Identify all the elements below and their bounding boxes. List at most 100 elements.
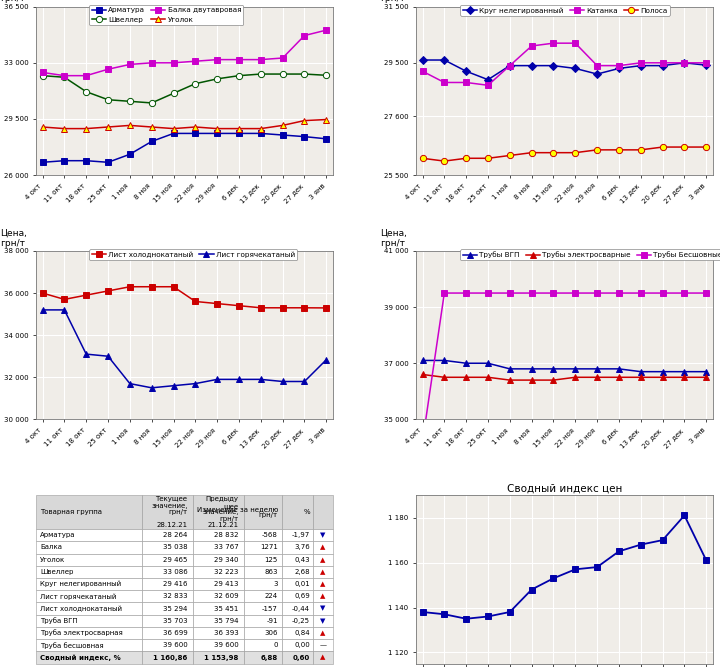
Уголок: [191, 123, 199, 131]
Уголок: [38, 123, 47, 131]
Швеллер: [235, 71, 243, 79]
Катанка: [636, 59, 645, 67]
Лист горячекатаный: [191, 380, 199, 388]
Балка двутавровая: [279, 54, 287, 62]
Трубы Бесшовные: [658, 289, 667, 297]
Лист горячекатаный: [148, 384, 156, 392]
Балка двутавровая: [38, 69, 47, 77]
Лист горячекатаный: [125, 380, 134, 388]
Уголок: [256, 125, 265, 133]
Трубы Бесшовные: [484, 289, 492, 297]
Трубы электросварные: [702, 374, 711, 382]
Лист холоднокатаный: [235, 301, 243, 309]
Лист холоднокатаный: [82, 291, 91, 299]
Балка двутавровая: [104, 65, 112, 73]
Арматура: [235, 129, 243, 137]
Катанка: [462, 79, 470, 87]
Балка двутавровая: [235, 55, 243, 63]
Лист горячекатаный: [104, 352, 112, 360]
Трубы Бесшовные: [593, 289, 601, 297]
Уголок: [279, 121, 287, 129]
Трубы ВГП: [636, 368, 645, 376]
Катанка: [505, 61, 514, 69]
Швеллер: [322, 71, 330, 79]
Трубы Бесшовные: [549, 289, 558, 297]
Арматура: [322, 135, 330, 143]
Трубы ВГП: [571, 365, 580, 373]
Text: Цена,
грн/т: Цена, грн/т: [1, 228, 27, 247]
Балка двутавровая: [213, 55, 222, 63]
Title: Сводный индекс цен: Сводный индекс цен: [507, 483, 622, 493]
Арматура: [104, 158, 112, 166]
Трубы электросварные: [615, 374, 624, 382]
Лист горячекатаный: [279, 378, 287, 386]
Круг нелегированный: [440, 56, 449, 64]
Круг нелегированный: [484, 75, 492, 83]
Line: Полоса: Полоса: [419, 144, 709, 164]
Трубы ВГП: [505, 365, 514, 373]
Трубы электросварные: [549, 376, 558, 384]
Арматура: [38, 158, 47, 166]
Лист холоднокатаный: [169, 283, 178, 291]
Трубы Бесшовные: [680, 289, 689, 297]
Круг нелегированный: [636, 61, 645, 69]
Полоса: [615, 146, 624, 154]
Круг нелегированный: [593, 70, 601, 78]
Швеллер: [191, 79, 199, 87]
Круг нелегированный: [658, 61, 667, 69]
Лист горячекатаный: [82, 350, 91, 358]
Трубы электросварные: [680, 374, 689, 382]
Трубы ВГП: [527, 365, 536, 373]
Трубы ВГП: [658, 368, 667, 376]
Катанка: [418, 67, 427, 75]
Лист холоднокатаный: [279, 303, 287, 311]
Трубы ВГП: [440, 356, 449, 364]
Трубы электросварные: [484, 374, 492, 382]
Трубы ВГП: [593, 365, 601, 373]
Лист холоднокатаный: [300, 303, 309, 311]
Line: Трубы ВГП: Трубы ВГП: [419, 358, 709, 375]
Уголок: [300, 117, 309, 125]
Круг нелегированный: [549, 61, 558, 69]
Text: Цена,
грн/т: Цена, грн/т: [380, 0, 408, 3]
Трубы Бесшовные: [505, 289, 514, 297]
Line: Швеллер: Швеллер: [40, 71, 330, 106]
Швеллер: [279, 70, 287, 78]
Лист холоднокатаный: [148, 283, 156, 291]
Арматура: [125, 150, 134, 158]
Катанка: [571, 39, 580, 47]
Катанка: [593, 61, 601, 69]
Трубы Бесшовные: [615, 289, 624, 297]
Трубы ВГП: [615, 365, 624, 373]
Полоса: [658, 143, 667, 151]
Швеллер: [148, 99, 156, 107]
Катанка: [702, 59, 711, 67]
Лист горячекатаный: [213, 376, 222, 384]
Уголок: [235, 125, 243, 133]
Полоса: [680, 143, 689, 151]
Трубы электросварные: [462, 374, 470, 382]
Трубы электросварные: [418, 370, 427, 378]
Катанка: [680, 59, 689, 67]
Трубы электросварные: [440, 374, 449, 382]
Швеллер: [60, 73, 68, 81]
Арматура: [60, 157, 68, 165]
Балка двутавровая: [82, 71, 91, 79]
Трубы Бесшовные: [702, 289, 711, 297]
Круг нелегированный: [527, 61, 536, 69]
Уголок: [213, 125, 222, 133]
Полоса: [418, 154, 427, 162]
Трубы Бесшовные: [527, 289, 536, 297]
Уголок: [60, 125, 68, 133]
Арматура: [191, 129, 199, 137]
Швеллер: [38, 71, 47, 79]
Полоса: [571, 149, 580, 157]
Балка двутавровая: [60, 71, 68, 79]
Круг нелегированный: [505, 61, 514, 69]
Полоса: [549, 149, 558, 157]
Круг нелегированный: [615, 65, 624, 73]
Швеллер: [256, 70, 265, 78]
Уголок: [148, 123, 156, 131]
Уголок: [104, 123, 112, 131]
Уголок: [169, 125, 178, 133]
